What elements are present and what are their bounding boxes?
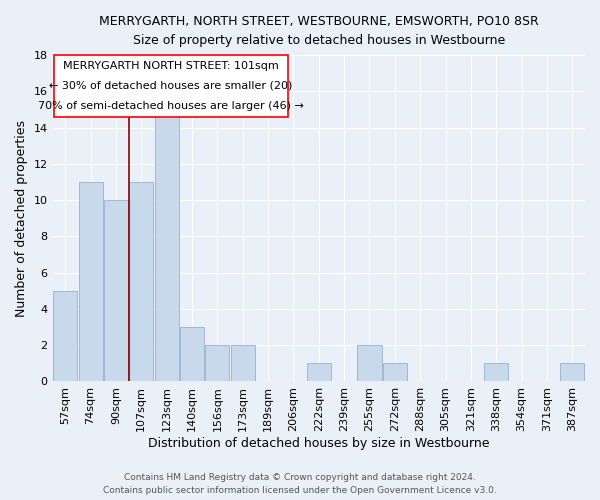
Bar — [205, 345, 229, 382]
Text: 70% of semi-detached houses are larger (46) →: 70% of semi-detached houses are larger (… — [38, 101, 304, 111]
FancyBboxPatch shape — [54, 55, 289, 117]
Bar — [53, 291, 77, 382]
Text: ← 30% of detached houses are smaller (20): ← 30% of detached houses are smaller (20… — [49, 81, 293, 91]
Bar — [230, 345, 255, 382]
Bar — [129, 182, 154, 382]
Bar — [79, 182, 103, 382]
Bar — [104, 200, 128, 382]
Text: MERRYGARTH NORTH STREET: 101sqm: MERRYGARTH NORTH STREET: 101sqm — [63, 61, 279, 71]
X-axis label: Distribution of detached houses by size in Westbourne: Distribution of detached houses by size … — [148, 437, 490, 450]
Bar — [358, 345, 382, 382]
Bar — [180, 327, 204, 382]
Title: MERRYGARTH, NORTH STREET, WESTBOURNE, EMSWORTH, PO10 8SR
Size of property relati: MERRYGARTH, NORTH STREET, WESTBOURNE, EM… — [99, 15, 539, 47]
Bar — [307, 364, 331, 382]
Bar — [155, 110, 179, 382]
Text: Contains HM Land Registry data © Crown copyright and database right 2024.
Contai: Contains HM Land Registry data © Crown c… — [103, 474, 497, 495]
Bar — [383, 364, 407, 382]
Y-axis label: Number of detached properties: Number of detached properties — [15, 120, 28, 317]
Bar — [484, 364, 508, 382]
Bar — [560, 364, 584, 382]
